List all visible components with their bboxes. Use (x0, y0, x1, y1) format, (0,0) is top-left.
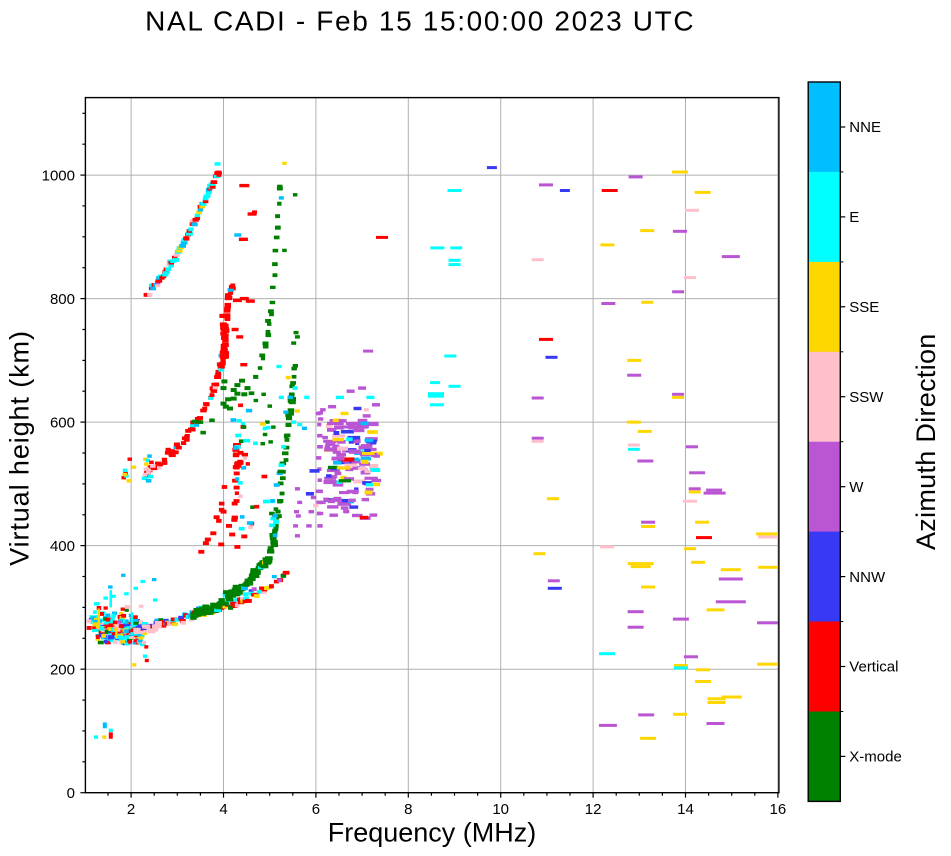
svg-text:W: W (849, 479, 864, 496)
svg-text:400: 400 (50, 538, 75, 555)
svg-text:10: 10 (492, 801, 509, 818)
svg-text:NNE: NNE (849, 119, 881, 136)
svg-text:X-mode: X-mode (849, 749, 902, 766)
svg-text:SSW: SSW (849, 389, 884, 406)
svg-text:NAL CADI - Feb 15 15:00:00 202: NAL CADI - Feb 15 15:00:00 2023 UTC (145, 6, 695, 37)
svg-text:200: 200 (50, 661, 75, 678)
svg-text:Azimuth Direction: Azimuth Direction (911, 333, 941, 550)
svg-text:16: 16 (770, 801, 787, 818)
svg-text:8: 8 (404, 801, 412, 818)
svg-text:E: E (849, 209, 859, 226)
svg-text:1000: 1000 (42, 167, 75, 184)
svg-text:12: 12 (585, 801, 602, 818)
svg-text:0: 0 (67, 785, 75, 802)
svg-text:Virtual height (km): Virtual height (km) (5, 330, 35, 566)
svg-text:6: 6 (312, 801, 320, 818)
svg-text:4: 4 (219, 801, 227, 818)
svg-text:600: 600 (50, 414, 75, 431)
svg-text:NNW: NNW (849, 569, 886, 586)
svg-text:Frequency (MHz): Frequency (MHz) (328, 818, 537, 848)
svg-text:SSE: SSE (849, 299, 879, 316)
svg-text:14: 14 (677, 801, 694, 818)
svg-text:800: 800 (50, 291, 75, 308)
svg-text:Vertical: Vertical (849, 659, 898, 676)
svg-text:2: 2 (127, 801, 135, 818)
